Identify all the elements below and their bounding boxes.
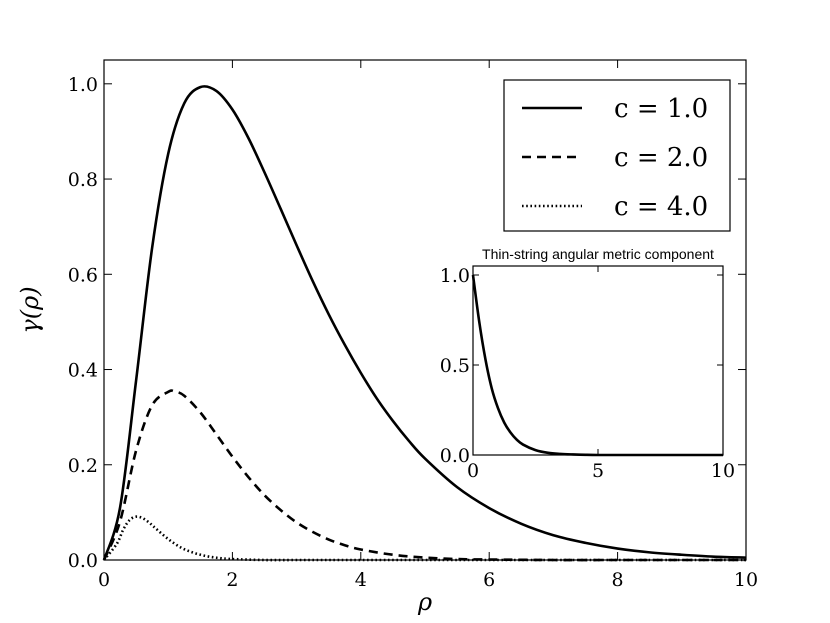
main-x-tick-label: 10 [734,569,758,591]
main-y-tick-label: 0.6 [68,264,98,286]
inset-title: Thin-string angular metric component [482,246,714,262]
main-series-lines [102,85,747,562]
legend: c = 1.0 c = 2.0 c = 4.0 [522,94,708,222]
main-x-tick-label: 8 [612,569,624,591]
legend-label-1: c = 1.0 [614,94,708,124]
main-plot-frame [103,59,747,561]
legend-label-3: c = 4.0 [614,192,708,222]
inset-x-tick-label: 5 [592,460,604,482]
main-y-tick-label: 0.8 [68,169,98,191]
inset-y-tick-label: 1.0 [440,265,470,287]
inset-series-lines [471,274,723,457]
inset-x-tick-label: 10 [711,460,735,482]
main-x-tick-label: 6 [483,569,495,591]
main-x-tick-label: 2 [226,569,238,591]
inset-plot-frame [472,265,724,456]
main-series-line-1 [102,85,747,561]
main-y-ticks: 0.0 0.2 0.4 0.6 0.8 1.0 [68,74,746,572]
main-x-tick-label: 0 [98,569,110,591]
main-series-line-2 [102,389,746,562]
main-y-tick-label: 0.2 [68,455,98,477]
legend-box [503,79,731,232]
main-y-tick-label: 0.4 [68,360,98,382]
y-axis-label: γ(ρ) [16,286,44,333]
inset-series-line-1 [471,274,723,457]
inset-x-tick-label: 0 [467,460,479,482]
legend-label-2: c = 2.0 [614,143,708,173]
main-y-tick-label: 0.0 [68,550,98,572]
main-x-tick-label: 4 [355,569,367,591]
x-axis-label: ρ [417,588,432,616]
inset-y-tick-label: 0.0 [440,445,470,467]
inset-y-tick-label: 0.5 [440,355,470,377]
inset-x-ticks: 0 5 10 [467,266,735,482]
main-y-tick-label: 1.0 [68,74,98,96]
